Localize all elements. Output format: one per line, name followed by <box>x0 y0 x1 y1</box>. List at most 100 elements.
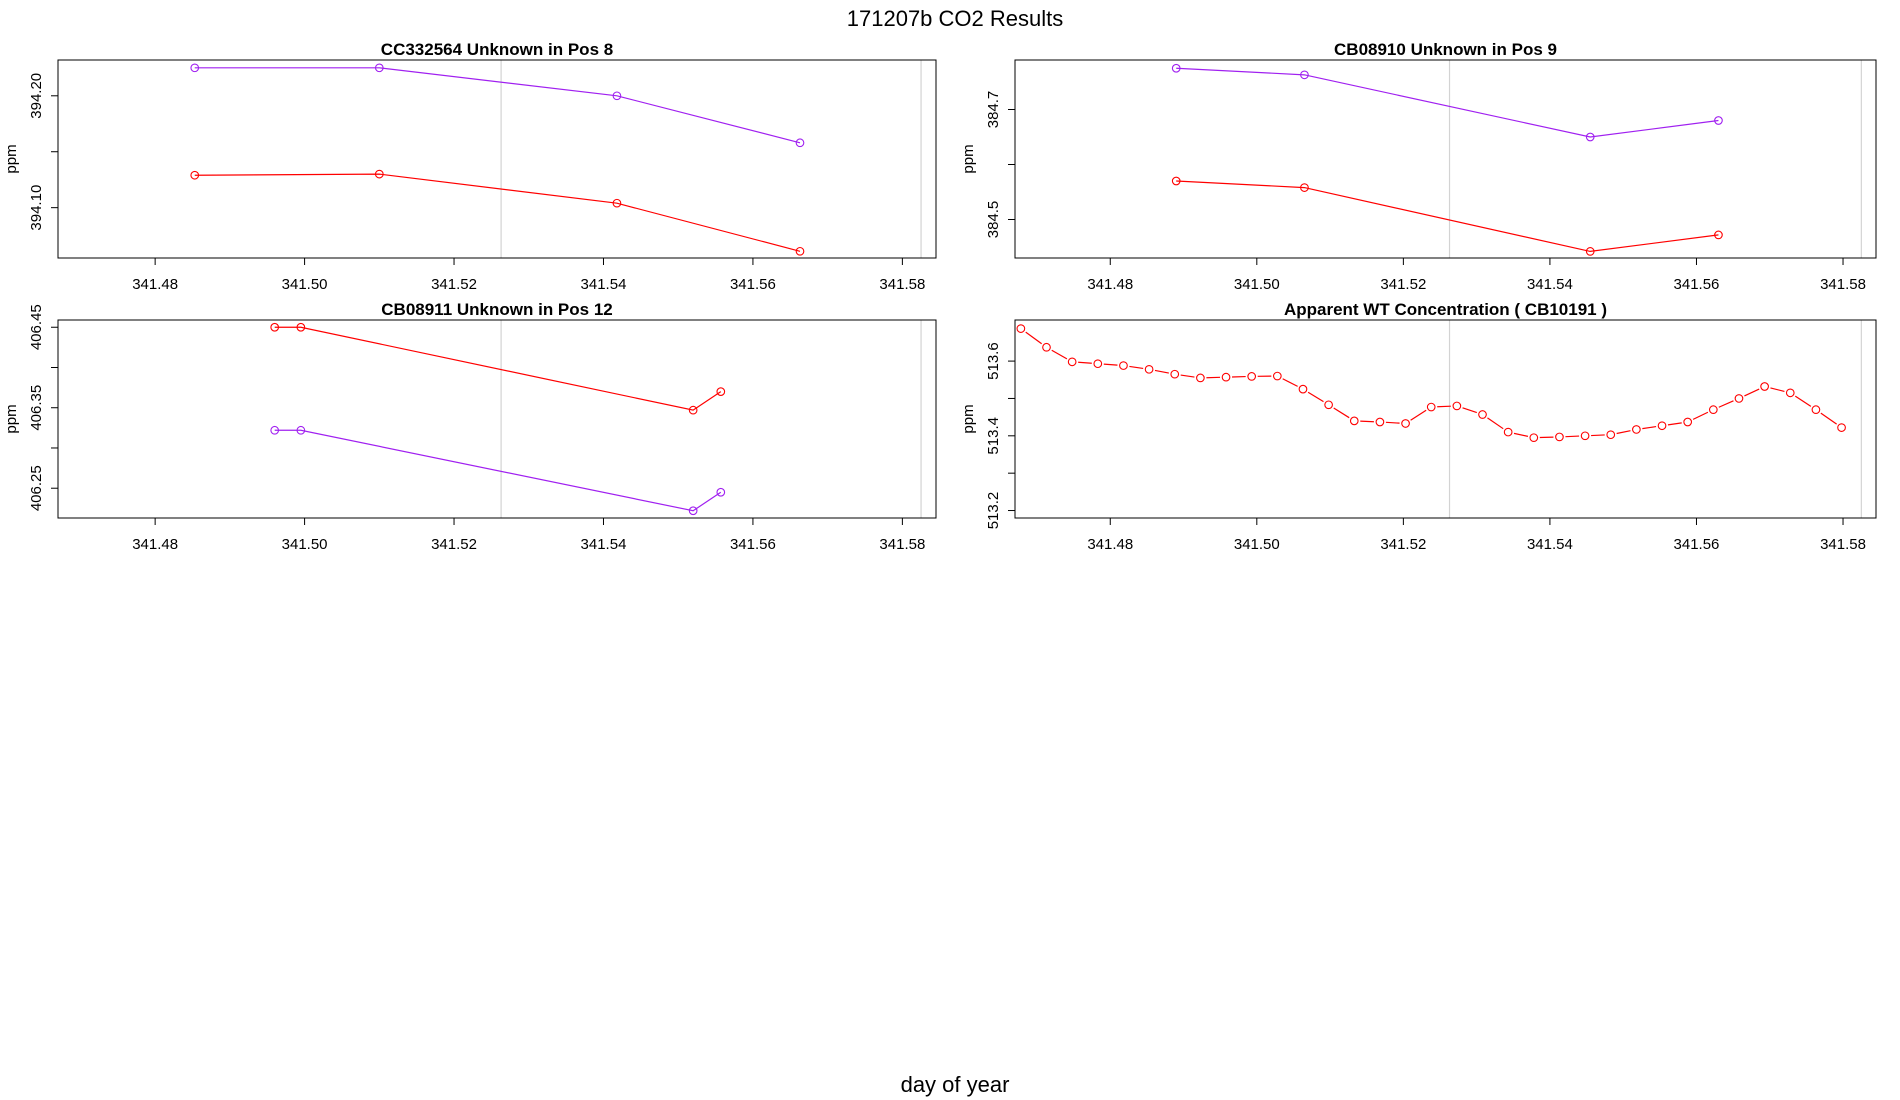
data-point <box>1324 400 1333 410</box>
series-segment <box>1591 434 1605 437</box>
panel-title: Apparent WT Concentration ( CB10191 ) <box>1284 300 1607 319</box>
plot-frame <box>57 59 937 259</box>
data-point <box>190 63 200 73</box>
x-tick-label: 341.56 <box>730 536 776 553</box>
data-point <box>1714 116 1723 125</box>
y-axis-label: ppm <box>960 404 977 433</box>
series-segment <box>1718 400 1734 408</box>
data-point <box>1734 394 1744 403</box>
data-point <box>1426 402 1436 412</box>
series-segment <box>1667 422 1682 426</box>
data-point <box>1221 372 1231 382</box>
data-point <box>1016 324 1026 333</box>
data-point <box>1529 433 1539 443</box>
x-tick-label: 341.58 <box>1820 276 1866 293</box>
data-point <box>612 198 622 208</box>
series-segment <box>1692 411 1709 420</box>
series-segment <box>1410 409 1427 421</box>
data-point <box>1300 70 1309 80</box>
data-point <box>1196 373 1205 383</box>
data-point <box>1503 427 1513 437</box>
data-point <box>795 138 805 148</box>
data-point <box>1171 176 1181 186</box>
series-segment <box>1180 374 1195 378</box>
data-point <box>1632 425 1641 434</box>
panel-title: CC332564 Unknown in Pos 8 <box>381 40 613 59</box>
data-point <box>270 322 280 332</box>
data-point <box>716 387 726 396</box>
y-tick-label: 513.6 <box>985 342 1002 380</box>
data-point <box>1714 230 1723 240</box>
data-point <box>1837 423 1846 432</box>
panel-cb08911: CB08911 Unknown in Pos 12 ppm 341.48 341.50… <box>3 300 937 553</box>
data-point <box>1298 384 1308 394</box>
series-segment <box>1025 331 1043 345</box>
panel-title: CB08911 Unknown in Pos 12 <box>381 300 612 319</box>
x-tick-label: 341.56 <box>730 276 776 293</box>
series-segment <box>1437 405 1451 408</box>
y-axis-label: ppm <box>960 144 977 173</box>
data-point <box>374 63 384 73</box>
series-segment <box>1154 369 1169 374</box>
data-point <box>1657 421 1667 431</box>
data-point <box>1144 364 1154 374</box>
data-point <box>1683 417 1693 427</box>
data-point <box>1171 63 1181 73</box>
y-axis-label: ppm <box>3 404 20 433</box>
series-segment <box>1487 417 1504 430</box>
x-tick-label: 341.52 <box>1380 276 1426 293</box>
y-tick-label: 384.5 <box>985 201 1002 239</box>
data-point <box>1042 342 1051 352</box>
series-segment <box>1820 412 1837 425</box>
y-tick-label: 394.20 <box>28 73 45 119</box>
x-tick-label: 341.52 <box>1380 536 1426 553</box>
plot-frame <box>1014 319 1877 519</box>
y-tick-label: 384.7 <box>985 91 1002 129</box>
panel-cb08910: CB08910 Unknown in Pos 9 ppm 341.48 341.50 3… <box>960 40 1877 293</box>
figure-title: 171207b CO2 Results <box>847 6 1063 31</box>
data-point <box>296 425 306 435</box>
series-segment <box>1051 349 1068 360</box>
data-point <box>1478 410 1487 419</box>
x-tick-label: 341.50 <box>1234 276 1280 293</box>
series-segment <box>1642 425 1657 430</box>
x-tick-label: 341.50 <box>282 536 328 553</box>
series-segment <box>1282 378 1298 387</box>
x-tick-label: 341.58 <box>879 276 925 293</box>
series-line-red <box>1176 180 1719 253</box>
y-tick-label: 513.4 <box>985 417 1002 455</box>
series-segment <box>1744 388 1760 397</box>
x-tick-label: 341.48 <box>1087 276 1133 293</box>
data-point <box>1760 382 1769 391</box>
x-tick-label: 341.52 <box>431 276 477 293</box>
y-tick-label: 406.35 <box>28 385 45 431</box>
x-tick-label: 341.54 <box>581 536 627 553</box>
data-point <box>1606 430 1616 440</box>
figure-xlabel: day of year <box>901 1072 1010 1097</box>
series-line-purple <box>194 67 801 144</box>
x-tick-label: 341.48 <box>132 276 178 293</box>
plot-frame <box>57 319 937 519</box>
y-tick-label: 513.2 <box>985 492 1002 530</box>
series-line-purple <box>274 429 722 512</box>
x-tick-label: 341.56 <box>1674 276 1720 293</box>
data-point <box>1093 359 1103 369</box>
data-point <box>1067 357 1077 367</box>
data-point <box>612 91 622 101</box>
series-segment <box>1513 432 1529 437</box>
data-point <box>1452 401 1462 411</box>
data-point <box>1300 183 1309 192</box>
x-tick-label: 341.50 <box>1234 536 1280 553</box>
series-line-red <box>274 326 722 411</box>
series-line-purple <box>1176 67 1719 138</box>
series-segment <box>1360 420 1374 423</box>
x-tick-label: 341.56 <box>1674 536 1720 553</box>
data-point <box>1272 371 1282 381</box>
series-segment <box>1129 365 1144 370</box>
data-point <box>1580 431 1590 441</box>
data-point <box>716 487 726 497</box>
data-point <box>1811 405 1821 415</box>
data-point <box>1119 361 1128 370</box>
series-segment <box>1616 430 1631 435</box>
